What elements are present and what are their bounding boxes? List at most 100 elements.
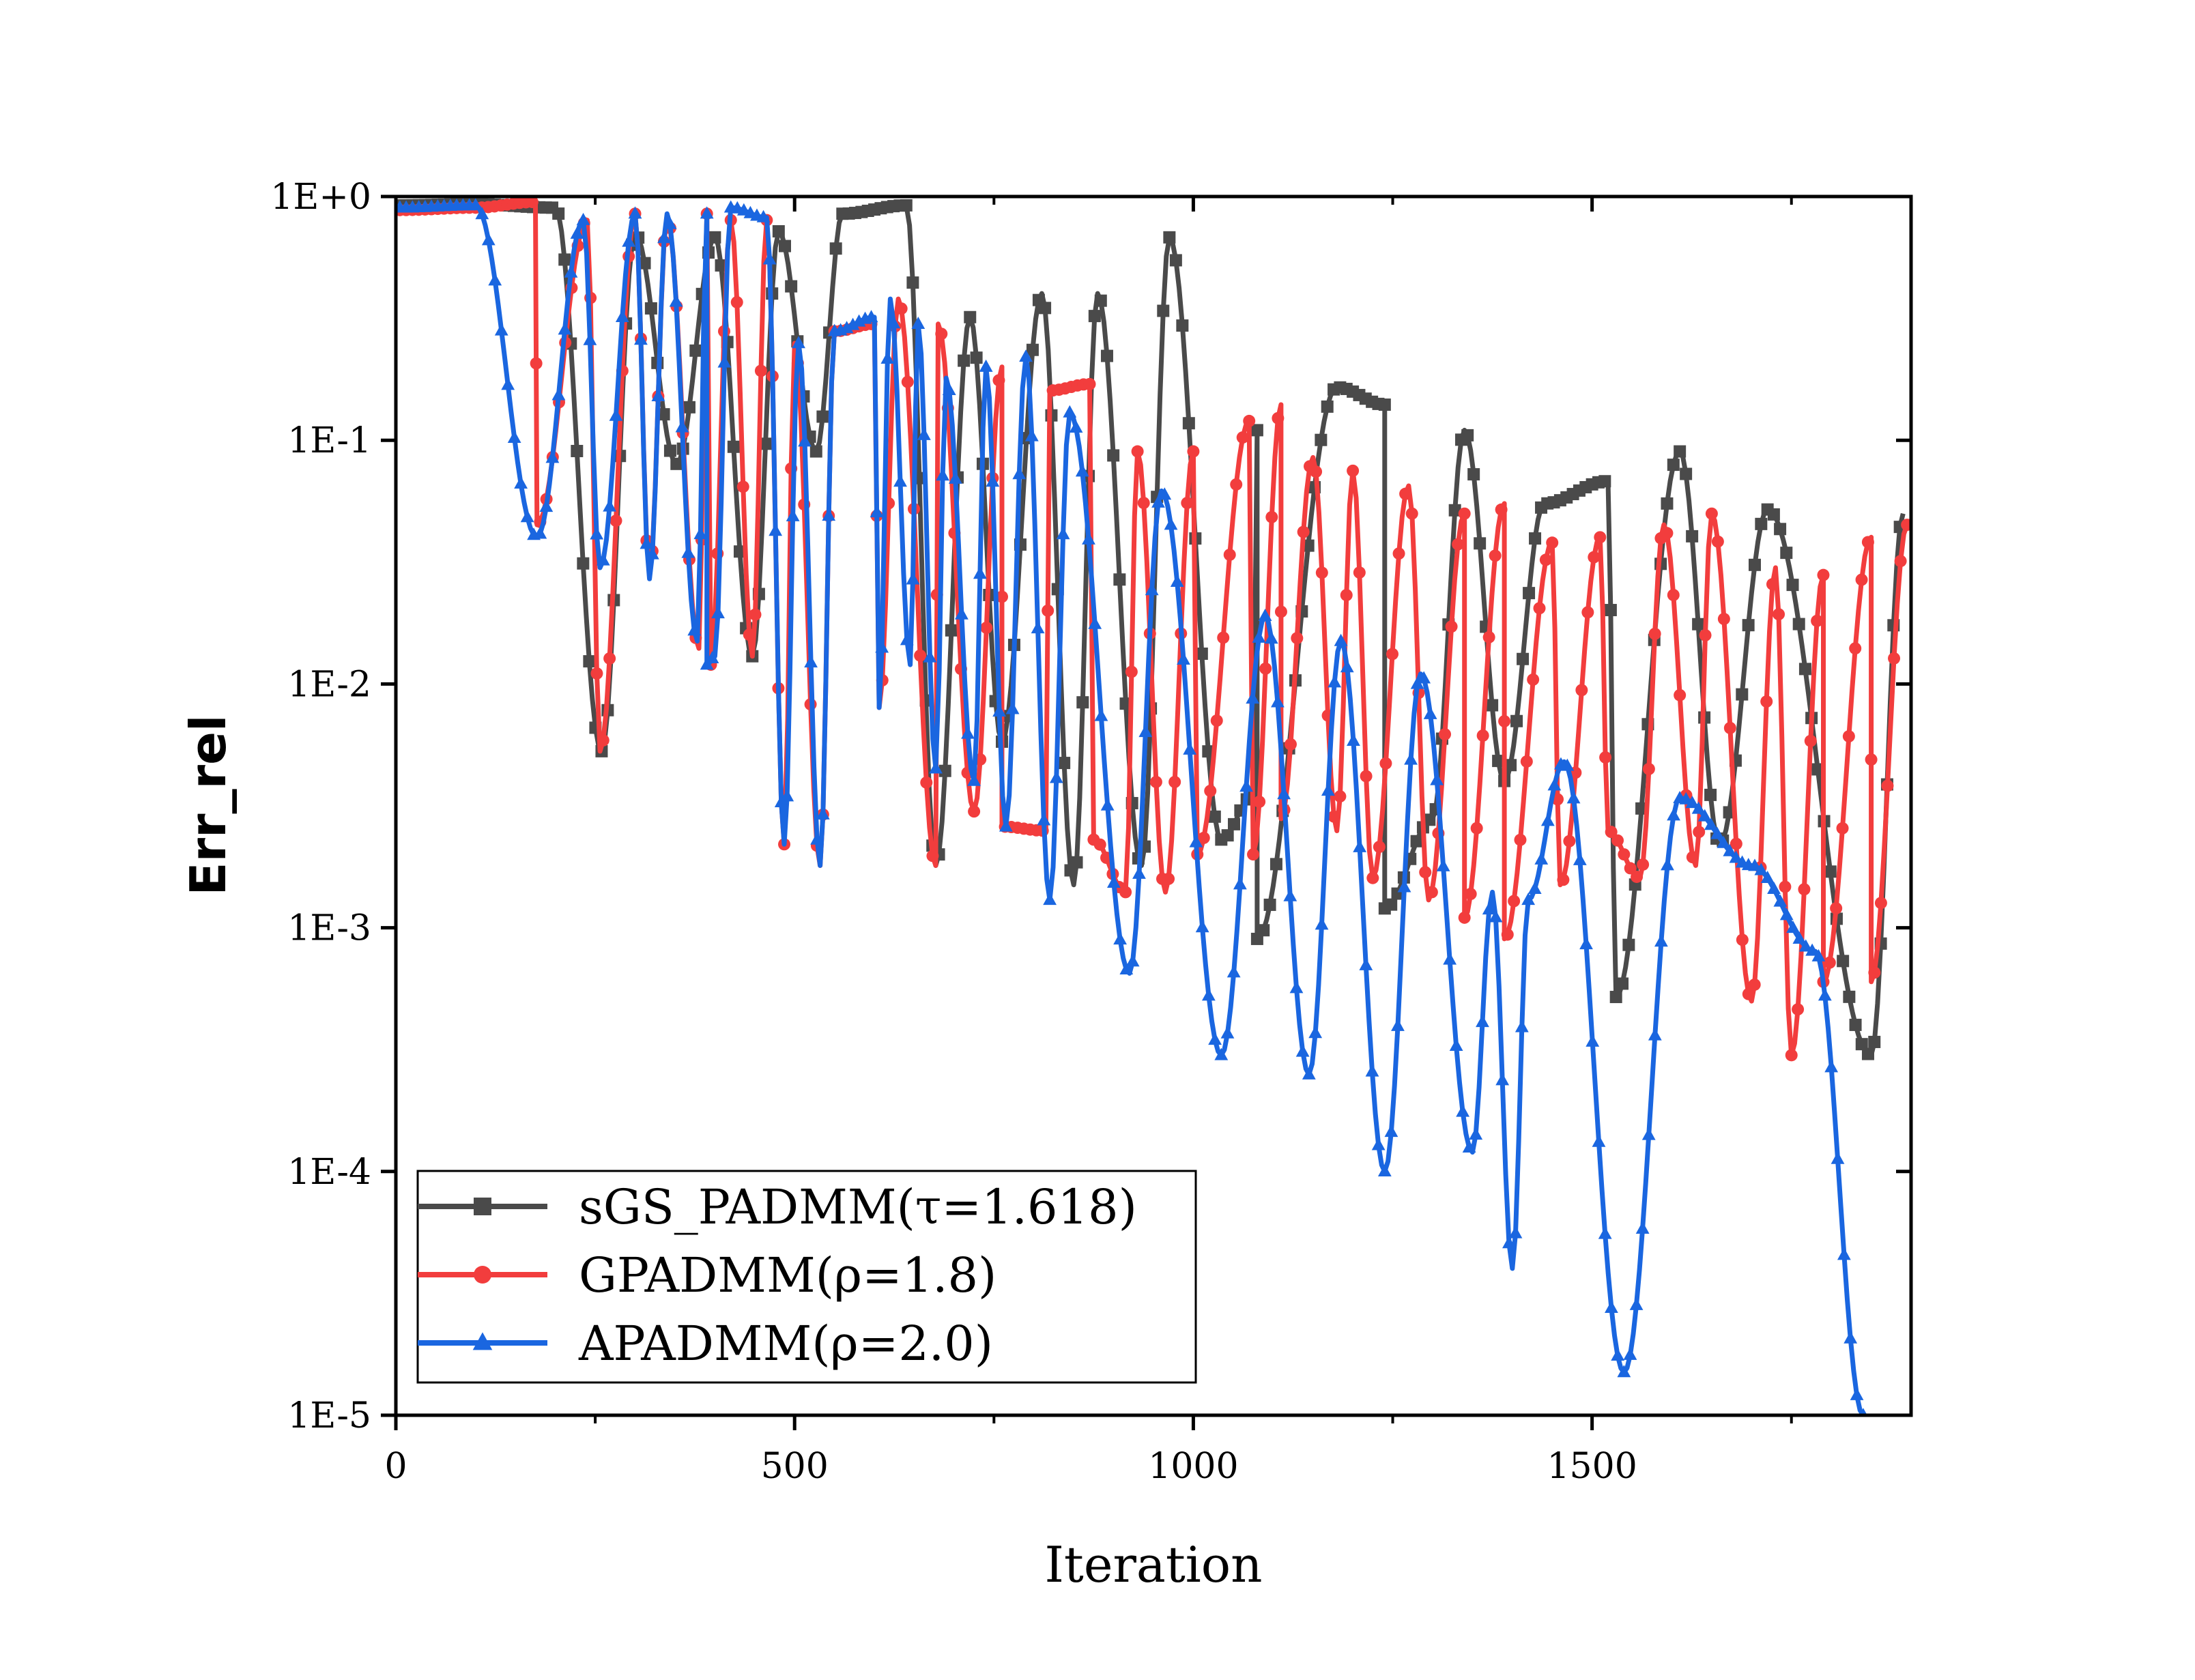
y-tick-label: 1E-4 — [287, 1152, 371, 1193]
data-point — [520, 510, 534, 523]
data-point — [1685, 796, 1699, 809]
data-point — [1521, 893, 1536, 906]
data-point — [1423, 813, 1436, 826]
x-tick-label: 500 — [761, 1446, 829, 1487]
data-point — [1792, 618, 1805, 631]
data-point — [1624, 862, 1637, 875]
data-point — [1119, 962, 1134, 975]
data-point — [895, 302, 908, 315]
data-point — [810, 832, 824, 845]
y-tick-label: 1E-1 — [287, 420, 371, 461]
data-point — [551, 388, 566, 401]
data-point — [1031, 621, 1045, 634]
data-point — [1611, 834, 1624, 847]
data-point — [1786, 921, 1800, 933]
data-point — [670, 457, 683, 470]
data-point — [1125, 954, 1140, 967]
data-point — [1366, 871, 1379, 884]
data-point — [816, 807, 830, 820]
data-point — [1667, 808, 1680, 821]
data-point — [1523, 587, 1536, 600]
data-point — [1792, 1003, 1805, 1016]
data-point — [1843, 1331, 1858, 1344]
data-point — [1467, 468, 1480, 481]
data-point — [1767, 508, 1780, 521]
data-point — [1710, 826, 1724, 839]
data-point — [1527, 673, 1540, 686]
data-point — [1049, 770, 1063, 783]
data-point — [681, 545, 695, 558]
data-point — [1661, 858, 1674, 871]
data-point — [1486, 699, 1499, 712]
data-point — [1183, 742, 1197, 755]
data-point — [730, 295, 743, 308]
data-point — [1736, 933, 1749, 946]
data-point — [829, 242, 842, 255]
data-point — [1458, 507, 1471, 520]
data-point — [772, 225, 785, 237]
data-point — [1308, 1026, 1323, 1039]
data-point — [1082, 532, 1095, 545]
data-point — [929, 761, 943, 774]
data-point — [1648, 1028, 1662, 1041]
data-point — [545, 450, 560, 463]
data-point — [1069, 420, 1083, 433]
data-point — [846, 317, 860, 330]
data-point — [1410, 676, 1424, 689]
data-point — [1353, 839, 1367, 852]
data-point — [1469, 1127, 1483, 1140]
data-point — [1540, 813, 1555, 826]
data-point — [1779, 908, 1794, 921]
data-point — [1476, 1015, 1489, 1028]
data-point — [1474, 537, 1487, 550]
data-point — [1855, 1038, 1868, 1051]
data-point — [693, 527, 708, 540]
data-point — [530, 357, 543, 370]
data-point — [1842, 730, 1855, 743]
legend-label: GPADMM(ρ=1.8) — [579, 1247, 996, 1303]
data-point — [1201, 988, 1216, 1001]
data-point — [1520, 755, 1533, 768]
data-point — [1131, 445, 1144, 458]
data-point — [816, 410, 829, 423]
data-point — [663, 444, 676, 457]
data-point — [955, 607, 969, 620]
data-point — [1699, 628, 1712, 641]
data-point — [1811, 948, 1826, 961]
y-tick-label: 1E+0 — [270, 177, 371, 218]
data-point — [1604, 604, 1617, 617]
data-point — [1070, 856, 1083, 869]
x-tick-label: 1500 — [1547, 1446, 1637, 1487]
data-point — [749, 608, 762, 621]
data-point — [1723, 843, 1737, 856]
data-point — [1195, 920, 1209, 933]
data-point — [1476, 729, 1489, 742]
data-point — [1843, 990, 1856, 1003]
data-point — [1157, 304, 1170, 317]
data-point — [583, 655, 596, 668]
data-point — [1598, 475, 1611, 488]
data-point — [1755, 517, 1768, 530]
data-point — [651, 388, 665, 401]
plot-frame — [394, 194, 1913, 1417]
data-point — [1635, 1221, 1650, 1234]
data-point — [958, 354, 971, 367]
data-point — [1774, 523, 1787, 536]
data-point — [1315, 917, 1329, 930]
data-point — [992, 704, 1007, 717]
data-point — [1599, 751, 1612, 764]
data-point — [1113, 573, 1126, 586]
data-point — [1269, 858, 1282, 871]
data-point — [644, 302, 657, 315]
data-point — [1792, 931, 1807, 944]
data-point — [1742, 987, 1755, 1000]
data-point — [1137, 497, 1150, 510]
data-point — [1837, 1247, 1851, 1260]
data-point — [986, 474, 1000, 487]
data-point — [1039, 302, 1052, 315]
data-point — [1359, 957, 1373, 970]
data-point — [864, 310, 878, 323]
data-point — [1024, 429, 1039, 441]
data-point — [1482, 631, 1495, 643]
